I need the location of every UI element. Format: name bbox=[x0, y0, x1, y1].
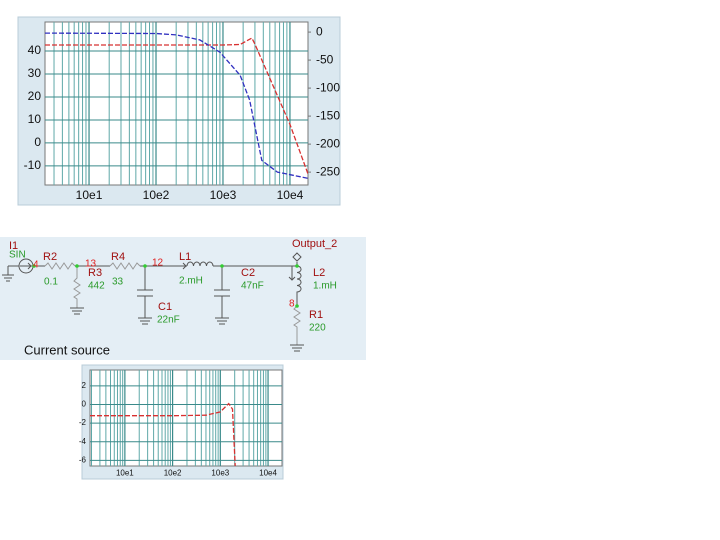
y2-tick-label: -100 bbox=[316, 80, 340, 94]
x-tick-label: 10e3 bbox=[211, 468, 229, 477]
series-line bbox=[45, 37, 308, 175]
y-tick-label: -2 bbox=[79, 418, 87, 427]
component-value: 47nF bbox=[241, 281, 264, 292]
output-marker bbox=[292, 252, 302, 262]
series-line bbox=[45, 32, 308, 179]
node-number: 13 bbox=[85, 259, 97, 270]
current-arrow bbox=[180, 262, 187, 270]
chart: 10e1 10e2 10e3 10e4 -6 -4 -2 0 2 bbox=[79, 364, 284, 480]
y2-tick-label: -150 bbox=[316, 108, 340, 122]
output-label: Output_2 bbox=[292, 238, 337, 250]
component-name: R1 bbox=[309, 309, 323, 321]
inductor bbox=[296, 265, 302, 306]
series-line bbox=[90, 402, 236, 466]
y2-tick-label: -200 bbox=[316, 136, 340, 150]
y-tick-label: 10 bbox=[28, 112, 42, 126]
y-tick-label: 0 bbox=[82, 400, 87, 409]
y-tick-label: 40 bbox=[28, 43, 42, 57]
component-name: R4 bbox=[111, 251, 125, 263]
node-number: 4 bbox=[33, 260, 39, 271]
component-value: 2.mH bbox=[179, 276, 203, 287]
y2-tick-label: -50 bbox=[316, 52, 334, 66]
y-tick-label: 2 bbox=[82, 381, 87, 390]
component-name: C2 bbox=[241, 267, 255, 279]
capacitor bbox=[137, 266, 153, 325]
x-tick-label: 10e2 bbox=[164, 468, 182, 477]
y-tick-label: -4 bbox=[79, 437, 87, 446]
node-dot bbox=[295, 264, 299, 268]
node-number: 8 bbox=[289, 299, 295, 310]
charts: 10e1 10e2 10e3 10e4-10010203040-250-200-150… bbox=[17, 16, 341, 480]
y-tick-label: 30 bbox=[28, 66, 42, 80]
component-name: R3 bbox=[88, 267, 102, 279]
node-dot bbox=[295, 304, 299, 308]
resistor bbox=[44, 262, 76, 270]
component-value: 33 bbox=[112, 277, 124, 288]
component-name: L1 bbox=[179, 251, 191, 263]
y-tick-label: -6 bbox=[79, 456, 87, 465]
y2-tick-label: -250 bbox=[316, 164, 340, 178]
ground bbox=[70, 307, 84, 315]
component-name: R2 bbox=[43, 251, 57, 263]
chart: 10e1 10e2 10e3 10e4-10010203040-250-200-150… bbox=[17, 16, 341, 206]
x-tick-label: 10e3 bbox=[210, 188, 237, 202]
y2-tick-label: 0 bbox=[316, 24, 323, 38]
capacitor bbox=[214, 266, 230, 325]
component-name: I1 bbox=[9, 240, 18, 252]
x-tick-label: 10e1 bbox=[76, 188, 103, 202]
current-arrow bbox=[288, 266, 296, 281]
node-dot bbox=[75, 264, 79, 268]
node-dot bbox=[220, 264, 224, 268]
resistor bbox=[109, 262, 141, 270]
x-tick-label: 10e4 bbox=[277, 188, 304, 202]
x-tick-label: 10e4 bbox=[259, 468, 277, 477]
component-value: 22nF bbox=[157, 315, 180, 326]
y-tick-label: -10 bbox=[24, 158, 42, 172]
caption: Current source bbox=[24, 342, 110, 357]
y-tick-label: 20 bbox=[28, 89, 42, 103]
source-arrow bbox=[21, 262, 32, 270]
schematic: I1 SIN R2 0.1 R3 442 R4 33 L1 2.mH C1 22… bbox=[0, 237, 366, 360]
ground bbox=[290, 344, 304, 352]
component-name: C1 bbox=[158, 301, 172, 313]
component-value: 220 bbox=[309, 323, 326, 334]
node-number: 12 bbox=[152, 258, 164, 269]
node-dot bbox=[32, 264, 36, 268]
inductor bbox=[186, 261, 214, 267]
component-value: 442 bbox=[88, 281, 105, 292]
resistor bbox=[73, 266, 81, 308]
component-name: L2 bbox=[313, 267, 325, 279]
component-value: 0.1 bbox=[44, 277, 58, 288]
component-value: SIN bbox=[9, 250, 26, 261]
node-dot bbox=[143, 264, 147, 268]
y-tick-label: 0 bbox=[34, 135, 41, 149]
ground bbox=[2, 265, 19, 282]
x-tick-label: 10e2 bbox=[143, 188, 170, 202]
component-value: 1.mH bbox=[313, 281, 337, 292]
resistor bbox=[293, 305, 301, 345]
x-tick-label: 10e1 bbox=[116, 468, 134, 477]
schematic-panel bbox=[0, 237, 366, 360]
